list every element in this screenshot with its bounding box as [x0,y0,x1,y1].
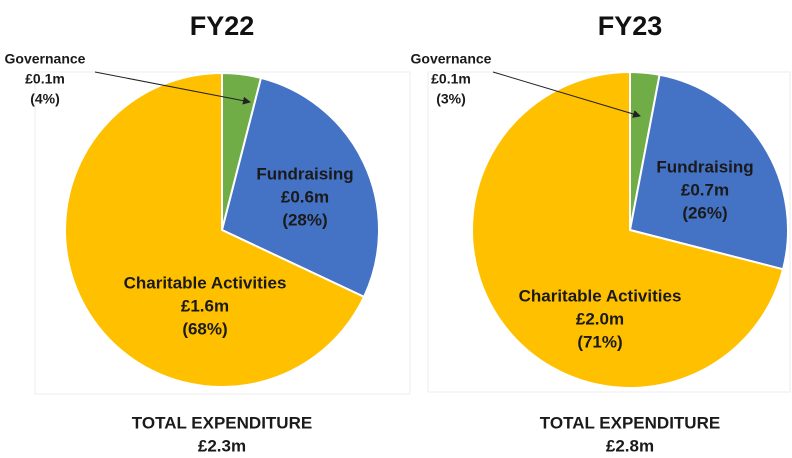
slice-label: Governance [5,51,86,67]
amount-label: £2.0m [576,309,624,328]
value-label: (68%) [182,319,227,338]
pie-slice [628,73,789,271]
value-label: (3%) [436,91,466,107]
footer-text: £2.3m [198,436,246,455]
amount-label: £0.6m [281,187,329,206]
footer-text: TOTAL EXPENDITURE [540,413,720,432]
leader-arrow [492,71,641,118]
value-label: (71%) [577,332,622,351]
footer-text: TOTAL EXPENDITURE [132,413,312,432]
pie-slice [471,70,785,389]
chart-title: FY22 [190,11,255,41]
value-label: (4%) [30,91,60,107]
amount-label: £0.1m [431,71,471,87]
amount-label: £0.7m [681,180,729,199]
slice-label: Fundraising [256,164,353,183]
slice-label: Fundraising [656,157,753,176]
chart-title: FY23 [598,11,663,41]
amount-label: £1.6m [181,296,229,315]
slice-label: Charitable Activities [519,286,682,305]
value-label: (26%) [682,203,727,222]
leader-arrow [94,71,251,105]
slice-label: Charitable Activities [124,273,287,292]
slice-label: Governance [411,51,492,67]
value-label: (28%) [282,210,327,229]
footer-text: £2.8m [606,436,654,455]
pie-slice [64,71,366,388]
pie-slice [220,76,380,299]
amount-label: £0.1m [25,71,65,87]
